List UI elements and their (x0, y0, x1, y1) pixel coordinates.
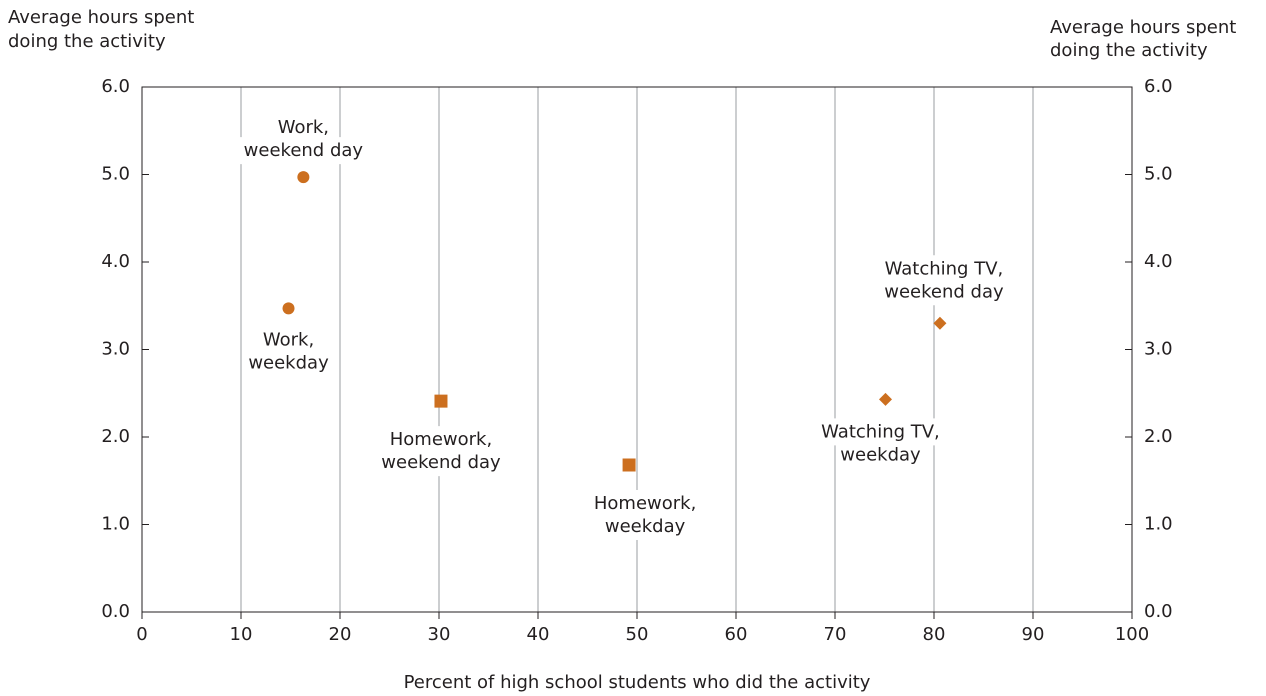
label-background (817, 418, 944, 446)
label-background (589, 490, 701, 517)
point-label: Work, (278, 117, 329, 138)
x-tick-label: 100 (1115, 624, 1149, 645)
point-label: weekday (605, 516, 686, 537)
label-background (258, 326, 319, 354)
x-tick-label: 80 (923, 624, 946, 645)
point (878, 392, 892, 406)
point (434, 394, 448, 408)
plot: 0 10 20 30 40 50 60 70 80 90 1000.01.02.03.04.05.0… (101, 76, 1172, 645)
label-background (273, 114, 334, 142)
y2-tick-label: 5.0 (1144, 164, 1173, 185)
label-background (600, 513, 690, 540)
y2-axis-label: Average hours spent (1050, 17, 1236, 38)
x-tick-label: 50 (626, 624, 649, 645)
y-axis-label: doing the activity (8, 31, 166, 52)
y-tick-label: 1.0 (101, 514, 130, 535)
label-background (377, 449, 506, 477)
y-tick-label: 3.0 (101, 339, 130, 360)
point-label: weekend day (244, 140, 364, 161)
point (622, 458, 636, 472)
point-label: Watching TV, (821, 421, 940, 442)
point-label: Watching TV, (885, 258, 1004, 279)
y2-tick-label: 4.0 (1144, 251, 1173, 272)
x-tick-label: 90 (1022, 624, 1045, 645)
point-label: Homework, (390, 429, 492, 450)
x-tick-label: 10 (230, 624, 253, 645)
point-label: Work, (263, 329, 314, 350)
label-backgrounds (239, 114, 1008, 540)
y2-tick-label: 6.0 (1144, 76, 1173, 97)
x-tick-label: 30 (428, 624, 451, 645)
label-background (385, 426, 497, 454)
point (933, 316, 947, 330)
point (297, 171, 310, 184)
y2-tick-label: 1.0 (1144, 514, 1173, 535)
label-background (880, 278, 1008, 306)
x-tick-label: 40 (527, 624, 550, 645)
grid (240, 87, 1034, 612)
x-tick-label: 0 (136, 624, 147, 645)
point-label: weekday (840, 444, 921, 465)
point-label: weekend day (381, 452, 501, 473)
x-axis-label: Percent of high school students who did … (404, 672, 871, 693)
label-background (880, 255, 1008, 283)
y-tick-label: 4.0 (101, 251, 130, 272)
x-tick-label: 20 (329, 624, 352, 645)
y-tick-label: 5.0 (101, 164, 130, 185)
y2-tick-label: 2.0 (1144, 426, 1173, 447)
label-background (239, 137, 368, 165)
point-label: weekday (248, 352, 329, 373)
x-tick-label: 60 (725, 624, 748, 645)
point (282, 302, 295, 315)
y2-axis-label: doing the activity (1050, 40, 1208, 61)
y2-tick-label: 0.0 (1144, 601, 1173, 622)
point-label: weekend day (884, 281, 1004, 302)
point-label: Homework, (594, 493, 696, 514)
y-axis-label: Average hours spent (8, 7, 194, 28)
y-tick-label: 6.0 (101, 76, 130, 97)
x-tick-label: 70 (824, 624, 847, 645)
y2-tick-label: 3.0 (1144, 339, 1173, 360)
y-tick-label: 2.0 (101, 426, 130, 447)
label-background (244, 349, 334, 377)
y-tick-label: 0.0 (101, 601, 130, 622)
label-background (836, 441, 926, 469)
